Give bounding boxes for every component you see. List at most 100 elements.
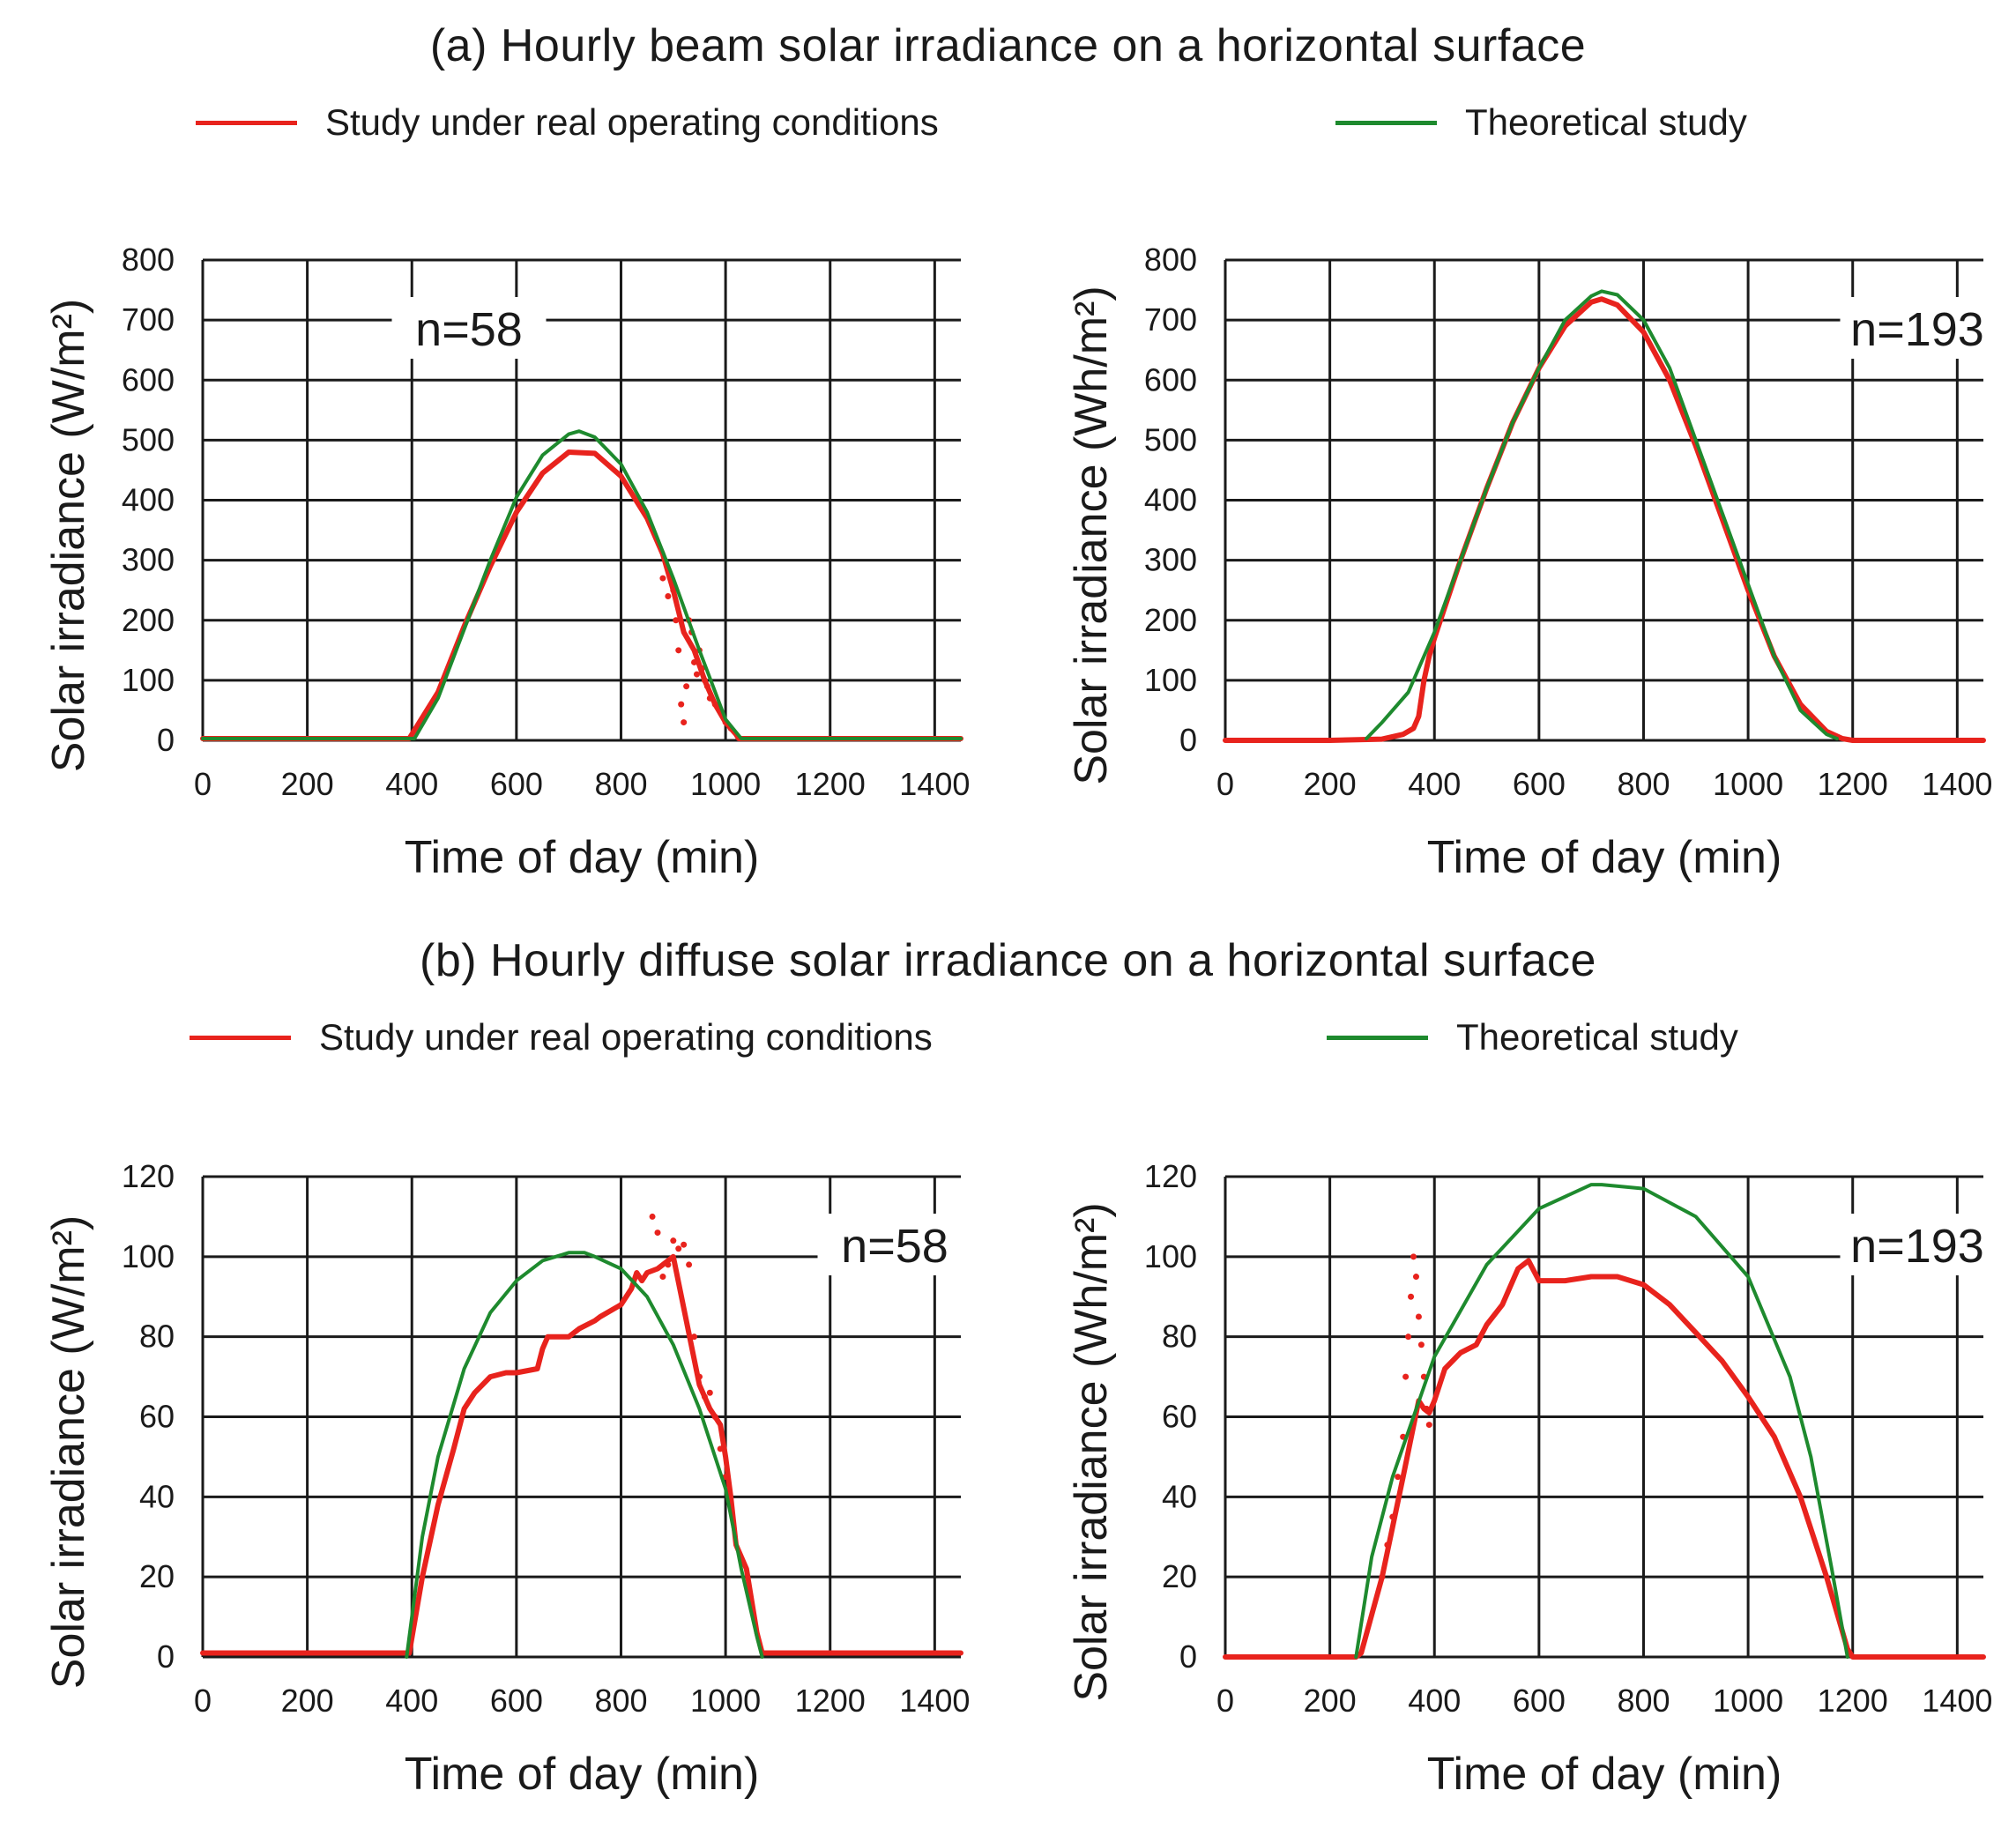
section-a-title: (a) Hourly beam solar irradiance on a ho… <box>429 20 1587 71</box>
real-scatter-point <box>1405 1334 1412 1341</box>
real-scatter-point <box>1408 1293 1415 1300</box>
n-annotation-bg <box>391 297 547 360</box>
real-scatter-point <box>1384 1542 1391 1549</box>
x-tick-label: 800 <box>1617 766 1670 802</box>
x-axis-label: Time of day (min) <box>405 1749 760 1800</box>
series-theoretical-line <box>201 429 963 740</box>
real-scatter-point <box>675 1245 682 1252</box>
x-tick-label: 400 <box>385 1683 438 1719</box>
y-tick-label: 120 <box>1144 1158 1197 1194</box>
x-tick-label: 1400 <box>1922 1683 1992 1719</box>
y-tick-label: 20 <box>1162 1558 1197 1594</box>
real-scatter-point <box>722 1474 729 1481</box>
legend-real-b: Study under real operating conditions <box>190 1016 933 1059</box>
legend-swatch-theoretical <box>1335 120 1437 125</box>
x-axis-label: Time of day (min) <box>1427 832 1782 883</box>
real-scatter-point <box>670 587 677 594</box>
x-tick-label: 0 <box>194 1683 212 1719</box>
real-scatter-point <box>1415 1313 1422 1320</box>
real-scatter-point <box>711 1414 718 1420</box>
real-scatter-point <box>696 1373 703 1380</box>
y-tick-label: 60 <box>1162 1399 1197 1435</box>
y-tick-label: 200 <box>122 602 175 638</box>
real-scatter-point <box>703 683 710 690</box>
y-tick-label: 500 <box>122 421 175 457</box>
x-tick-label: 600 <box>1513 766 1566 802</box>
chart-a-right: 0 200 400 600 800 1000 1200 1400 0 100 200 300 400 50… <box>1066 241 1995 883</box>
x-tick-label: 1000 <box>690 766 761 802</box>
real-scatter-point <box>717 1445 724 1452</box>
real-scatter-point <box>681 719 688 726</box>
n-annotation-bg <box>1840 1214 1995 1276</box>
n-annotation: n=193 <box>1850 303 1984 356</box>
x-axis-label: Time of day (min) <box>405 832 760 883</box>
real-scatter-point <box>659 1274 666 1281</box>
real-scatter-point <box>691 658 698 665</box>
real-scatter-point <box>665 593 672 599</box>
n-annotation: n=193 <box>1850 1220 1984 1273</box>
x-tick-label: 1000 <box>1713 766 1783 802</box>
real-scatter-point <box>1412 1274 1419 1281</box>
legend-label-theoretical: Theoretical study <box>1465 101 1747 143</box>
x-tick-label: 1200 <box>795 1683 866 1719</box>
x-tick-label: 400 <box>385 766 438 802</box>
n-annotation-bg <box>1840 297 1995 360</box>
y-axis-label: Solar irradiance (Wh/m²) <box>1066 1202 1117 1701</box>
y-tick-label: 700 <box>122 301 175 338</box>
y-tick-label: 0 <box>1179 1638 1197 1675</box>
x-tick-label: 800 <box>594 1683 647 1719</box>
y-tick-label: 800 <box>122 241 175 278</box>
real-scatter-point <box>673 617 680 624</box>
y-tick-label: 800 <box>1144 241 1197 278</box>
real-scatter-point <box>670 1237 677 1244</box>
x-tick-label: 1000 <box>690 1683 761 1719</box>
real-scatter-point <box>711 701 718 708</box>
y-tick-label: 60 <box>139 1399 175 1435</box>
real-scatter-point <box>1389 1513 1396 1520</box>
y-tick-label: 200 <box>1144 602 1197 638</box>
x-tick-label: 1200 <box>795 766 866 802</box>
legend-swatch-real <box>196 120 297 125</box>
legend-real-a: Study under real operating conditions <box>196 101 939 144</box>
y-tick-label: 400 <box>1144 482 1197 518</box>
y-axis-label: Solar irradiance (W/m²) <box>43 1215 94 1689</box>
real-scatter-point <box>654 1230 661 1237</box>
x-tick-label: 600 <box>490 766 543 802</box>
section-b-title: (b) Hourly diffuse solar irradiance on a… <box>420 935 1596 986</box>
y-tick-label: 700 <box>1144 301 1197 338</box>
y-tick-label: 100 <box>1144 662 1197 698</box>
y-tick-label: 100 <box>1144 1238 1197 1274</box>
real-scatter-point <box>1395 1474 1402 1481</box>
y-tick-label: 120 <box>122 1158 175 1194</box>
y-tick-label: 80 <box>1162 1319 1197 1355</box>
x-tick-label: 600 <box>1513 1683 1566 1719</box>
series-real-line <box>1223 296 1986 743</box>
x-tick-label: 400 <box>1408 766 1461 802</box>
x-tick-label: 0 <box>1216 1683 1234 1719</box>
y-tick-label: 40 <box>1162 1478 1197 1514</box>
real-scatter-point <box>1423 1405 1430 1412</box>
real-scatter-point <box>649 1213 656 1220</box>
legend-theoretical-b: Theoretical study <box>1327 1016 1738 1059</box>
x-tick-label: 1400 <box>899 766 970 802</box>
y-axis-label: Solar irradiance (W/m²) <box>43 299 94 772</box>
real-scatter-point <box>1379 1573 1386 1580</box>
x-tick-label: 400 <box>1408 1683 1461 1719</box>
y-tick-label: 600 <box>122 361 175 397</box>
y-axis-label: Solar irradiance (Wh/m²) <box>1066 286 1117 784</box>
series-real-line <box>200 449 963 741</box>
x-tick-label: 0 <box>194 766 212 802</box>
y-tick-label: 0 <box>157 1638 175 1675</box>
x-tick-label: 200 <box>1304 766 1357 802</box>
real-scatter-point <box>683 683 690 690</box>
real-scatter-point <box>675 647 682 654</box>
chart-a-left: 0 200 400 600 800 1000 1200 1400 0 100 200 300 400 50… <box>43 241 970 883</box>
series-theoretical-line <box>1354 1183 1849 1659</box>
x-tick-label: 1400 <box>1922 766 1992 802</box>
x-tick-label: 0 <box>1216 766 1234 802</box>
real-scatter-point <box>693 671 700 678</box>
y-tick-label: 0 <box>157 722 175 758</box>
y-tick-label: 100 <box>122 1238 175 1274</box>
real-scatter-point <box>686 1261 693 1268</box>
y-tick-label: 600 <box>1144 361 1197 397</box>
